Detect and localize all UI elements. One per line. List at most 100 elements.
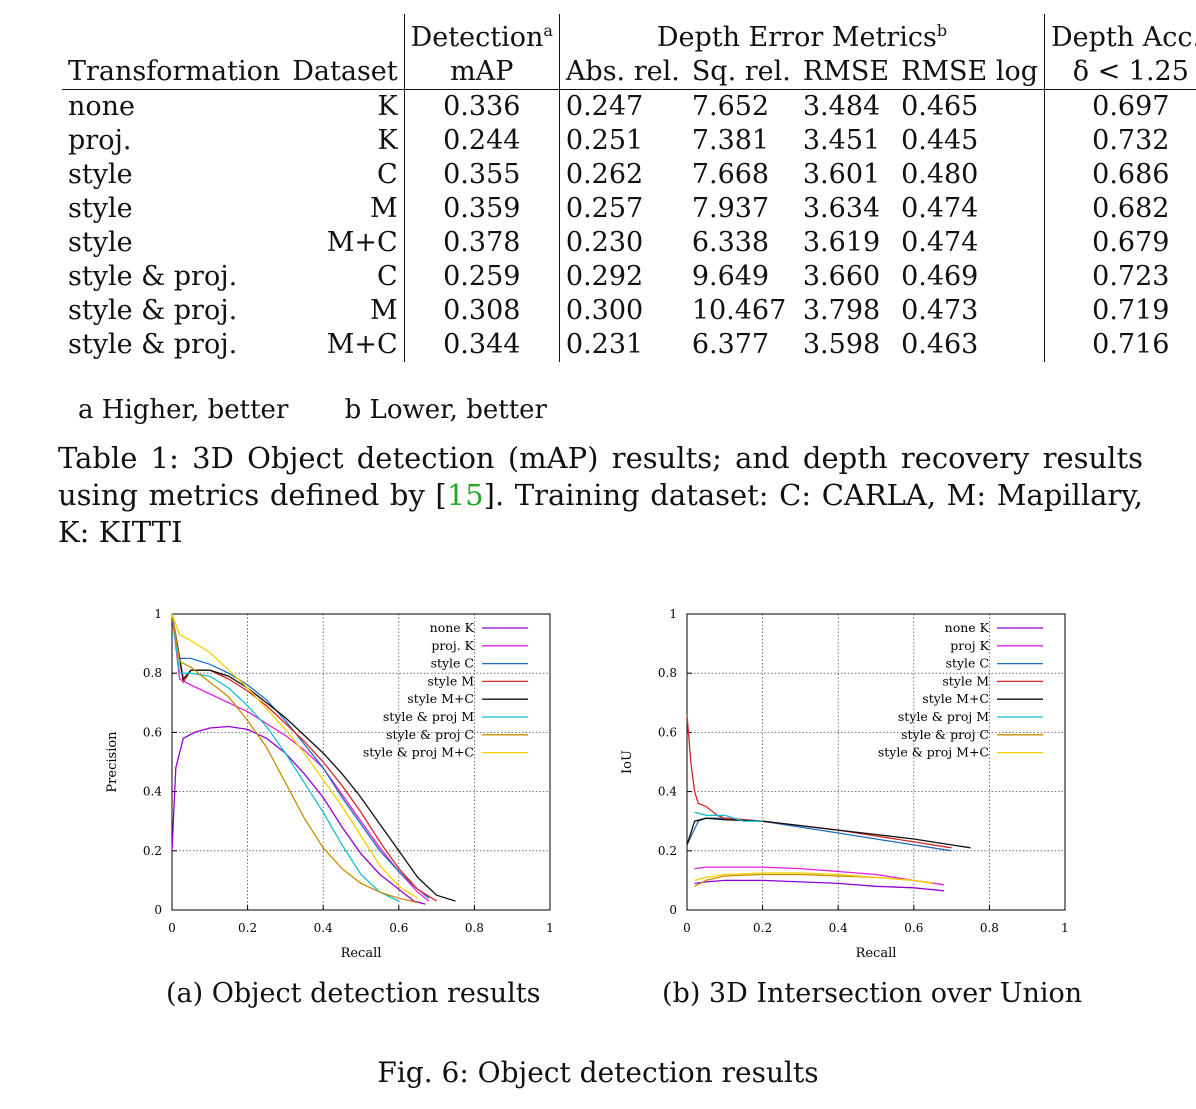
table-row: proj. K 0.244 0.251 7.381 3.451 0.445 0.732: [62, 124, 1196, 158]
table-header-row-bottom: Transformation Dataset mAP Abs. rel. Sq.…: [62, 55, 1196, 90]
table-row: style & proj. M+C 0.344 0.231 6.377 3.598 0.46…: [62, 328, 1196, 362]
map-cell: 0.259: [404, 260, 560, 294]
rmse-log-cell: 0.469: [895, 260, 1046, 294]
y-tick-label: 0.4: [658, 785, 677, 799]
sq-rel-header: Sq. rel.: [685, 55, 797, 90]
rmse-cell: 3.598: [802, 329, 881, 360]
series-line: [171, 613, 419, 899]
map-header: mAP: [404, 55, 560, 90]
rmse-log-cell: 0.474: [895, 226, 1046, 260]
subcaption-a: (a) Object detection results: [166, 978, 541, 1009]
y-tick-label: 0.8: [658, 666, 677, 680]
plot-frame: [171, 613, 551, 911]
rmse-cell: 3.634: [802, 193, 881, 224]
depth-error-header: Depth Error Metricsb: [559, 14, 1046, 55]
table-row: style C 0.355 0.262 7.668 3.601 0.480 0.686: [62, 158, 1196, 192]
chart-precision-recall: 0 0.2 0.4 0.6 0.8 1 0 0.2 0.4 0.6 0.8 1 Recall Precis…: [100, 596, 570, 970]
dataset-cell: M: [286, 192, 405, 226]
dataset-cell: K: [286, 89, 405, 124]
delta-cell: 0.723: [1044, 260, 1196, 294]
series-line: [171, 613, 456, 902]
legend-label: style M+C: [922, 691, 989, 706]
sq-rel-cell: 7.652: [685, 89, 797, 124]
x-tick-label: 0.8: [465, 921, 484, 935]
dataset-cell: M: [286, 294, 405, 328]
x-axis-label: Recall: [856, 946, 897, 961]
map-cell: 0.355: [404, 158, 560, 192]
series-line: [694, 872, 933, 885]
abs-rel-cell: 0.292: [565, 261, 644, 292]
x-axis-label: Recall: [341, 946, 382, 961]
chart-iou-recall: 0 0.2 0.4 0.6 0.8 1 0 0.2 0.4 0.6 0.8 1 Recall IoU non…: [615, 596, 1085, 970]
legend-label: none K: [430, 620, 475, 635]
table-row: style & proj. M 0.308 0.300 10.467 3.798 0.473…: [62, 294, 1196, 328]
legend-label: style & proj M: [383, 709, 474, 724]
rmse-cell: 3.484: [796, 89, 896, 124]
series-line: [686, 817, 952, 852]
citation-link[interactable]: 15: [446, 478, 484, 512]
series-line: [171, 613, 418, 904]
results-table: Detectiona Depth Error Metricsb Depth Ac…: [62, 14, 1196, 362]
transformation-cell: style: [68, 159, 133, 190]
delta-cell: 0.697: [1044, 89, 1196, 124]
footnote-a: a Higher, better: [78, 395, 289, 425]
rmse-header: RMSE: [796, 55, 896, 90]
sq-rel-cell: 10.467: [691, 295, 787, 326]
delta-cell: 0.686: [1044, 158, 1196, 192]
x-tick-label: 1: [546, 921, 554, 935]
x-tick-label: 0: [683, 921, 691, 935]
sq-rel-cell: 7.381: [691, 125, 770, 156]
y-tick-label: 0.6: [143, 725, 162, 739]
legend-label: style & proj M+C: [878, 745, 989, 760]
y-tick-label: 0.2: [658, 844, 677, 858]
dataset-cell: K: [286, 124, 405, 158]
abs-rel-cell: 0.257: [565, 193, 644, 224]
x-tick-label: 0.6: [904, 921, 923, 935]
figure-caption: Fig. 6: Object detection results: [377, 1056, 819, 1089]
x-tick-label: 0.8: [980, 921, 999, 935]
x-tick-label: 0.2: [753, 921, 772, 935]
legend-label: style & proj M: [898, 709, 989, 724]
delta-cell: 0.719: [1044, 294, 1196, 328]
x-tick-label: 0.4: [829, 921, 848, 935]
legend-label: proj K: [950, 638, 989, 653]
y-axis-label: IoU: [620, 750, 635, 774]
map-cell: 0.308: [404, 294, 560, 328]
rmse-cell: 3.601: [802, 159, 881, 190]
x-tick-label: 0.6: [389, 921, 408, 935]
sq-rel-cell: 6.338: [691, 227, 770, 258]
abs-rel-cell: 0.262: [565, 159, 644, 190]
delta-cell: 0.732: [1044, 124, 1196, 158]
rmse-log-header: RMSE log: [895, 55, 1046, 90]
table-row: none K 0.336 0.247 7.652 3.484 0.465 0.697: [62, 89, 1196, 124]
legend-label: style C: [946, 656, 989, 671]
y-axis-label: Precision: [105, 731, 120, 793]
rmse-cell: 3.451: [802, 125, 881, 156]
dataset-cell: M+C: [286, 328, 405, 362]
table-row: style M 0.359 0.257 7.937 3.634 0.474 0.682: [62, 192, 1196, 226]
abs-rel-cell: 0.251: [565, 125, 644, 156]
map-cell: 0.359: [404, 192, 560, 226]
x-tick-label: 0.4: [314, 921, 333, 935]
y-tick-label: 0: [154, 903, 162, 917]
delta-cell: 0.679: [1044, 226, 1196, 260]
y-tick-label: 1: [154, 607, 162, 621]
y-tick-label: 0.4: [143, 785, 162, 799]
dataset-cell: C: [286, 260, 405, 294]
footnote-b: b Lower, better: [344, 395, 547, 425]
series-line: [694, 879, 945, 892]
sq-rel-cell: 7.937: [691, 193, 770, 224]
table-header-row-top: Detectiona Depth Error Metricsb Depth Ac…: [62, 14, 1196, 55]
delta-cell: 0.716: [1044, 328, 1196, 362]
x-tick-label: 1: [1061, 921, 1069, 935]
rmse-log-cell: 0.473: [895, 294, 1046, 328]
legend-label: style & proj C: [901, 727, 989, 742]
map-cell: 0.378: [404, 226, 560, 260]
transformation-header: Transformation: [62, 55, 287, 90]
y-tick-label: 0: [669, 903, 677, 917]
y-tick-label: 0.6: [658, 725, 677, 739]
dataset-cell: M+C: [286, 226, 405, 260]
transformation-cell: style: [68, 193, 133, 224]
legend-label: style & proj C: [386, 727, 474, 742]
abs-rel-cell: 0.230: [565, 227, 644, 258]
